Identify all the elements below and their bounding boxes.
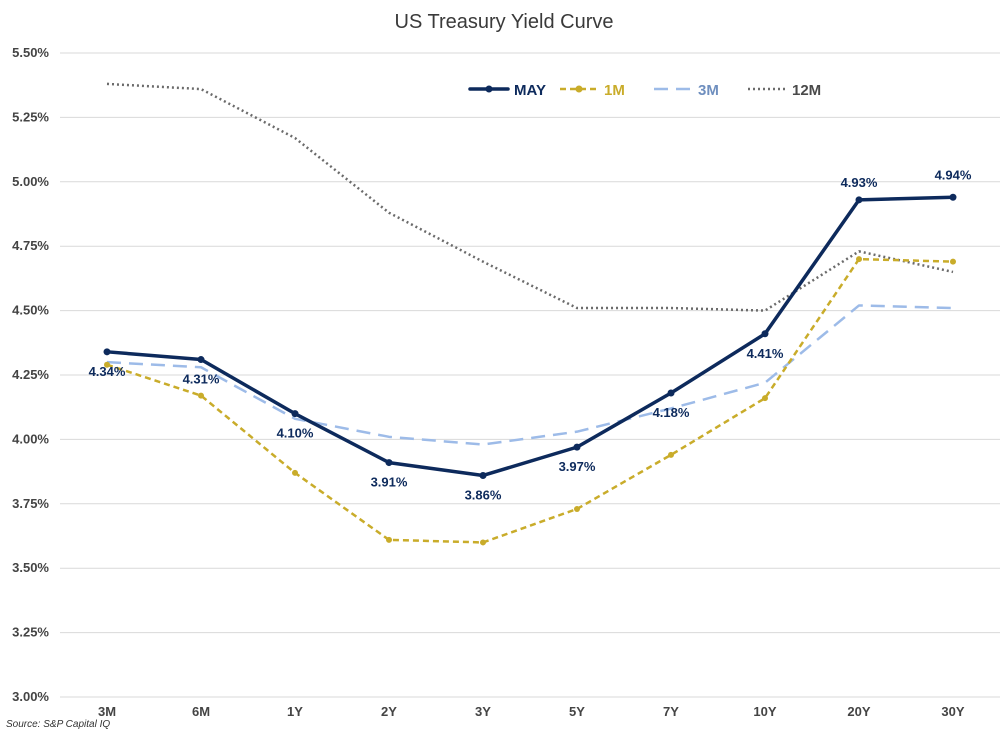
x-tick-label: 10Y — [753, 704, 776, 719]
series-line-may — [105, 195, 955, 478]
x-tick-label: 1Y — [287, 704, 303, 719]
y-tick-label: 5.25% — [12, 109, 49, 124]
y-tick-label: 5.50% — [12, 45, 49, 60]
y-tick-label: 3.50% — [12, 560, 49, 575]
chart-title: US Treasury Yield Curve — [395, 11, 614, 33]
data-point-may — [103, 348, 111, 356]
data-label: 4.93% — [841, 175, 878, 190]
x-tick-label: 3M — [98, 704, 116, 719]
data-point-may — [761, 330, 769, 338]
data-point-1m — [104, 361, 110, 368]
y-tick-label: 3.25% — [12, 625, 49, 640]
x-tick-label: 2Y — [381, 704, 397, 719]
data-point-1m — [480, 539, 486, 546]
y-tick-label: 4.75% — [12, 238, 49, 253]
data-labels: 4.34% 4.31% 4.10% 3.91% 3.86% 3.97% 4.18% 4.41%… — [89, 167, 972, 502]
data-point-1m — [198, 392, 204, 399]
data-point-may — [479, 471, 487, 479]
data-point-1m — [668, 451, 674, 458]
data-point-may — [573, 443, 581, 451]
legend-label-may: MAY — [514, 82, 546, 99]
data-point-1m — [950, 258, 956, 265]
series-line-12m — [106, 82, 954, 312]
x-tick-label: 7Y — [663, 704, 679, 719]
y-tick-label: 4.00% — [12, 431, 49, 446]
data-point-1m — [856, 256, 862, 263]
y-tick-label: 5.00% — [12, 174, 49, 189]
data-point-may — [385, 459, 393, 467]
data-label: 4.34% — [89, 364, 126, 379]
x-tick-label: 30Y — [941, 704, 964, 719]
data-label: 3.86% — [465, 487, 502, 502]
data-label: 4.10% — [277, 426, 314, 441]
data-point-1m — [762, 395, 768, 402]
data-point-1m — [574, 505, 580, 512]
y-tick-label: 3.00% — [12, 689, 49, 704]
data-label: 4.41% — [747, 346, 784, 361]
y-tick-label: 4.25% — [12, 367, 49, 382]
data-point-1m — [386, 536, 392, 543]
legend-label-1m: 1M — [604, 82, 625, 99]
x-tick-label: 20Y — [847, 704, 870, 719]
legend-marker-may — [485, 85, 493, 93]
data-point-may — [667, 389, 675, 397]
data-point-1m — [292, 469, 298, 476]
legend-label-12m: 12M — [792, 82, 821, 99]
x-tick-label: 6M — [192, 704, 210, 719]
legend-label-3m: 3M — [698, 82, 719, 99]
data-label: 4.18% — [653, 405, 690, 420]
data-label: 4.31% — [183, 372, 220, 387]
data-point-may — [197, 356, 205, 364]
legend: MAY 1M 3M 12M — [468, 82, 821, 99]
series-lines — [103, 82, 957, 546]
data-point-may — [949, 193, 957, 201]
data-label: 3.97% — [559, 459, 596, 474]
y-axis-ticks: 3.00% 3.25% 3.50% 3.75% 4.00% 4.25% 4.50% 4.75%… — [12, 45, 49, 704]
source-note: Source: S&P Capital IQ — [6, 719, 110, 730]
series-line-1m — [106, 257, 954, 544]
y-tick-label: 4.50% — [12, 303, 49, 318]
y-tick-label: 3.75% — [12, 496, 49, 511]
x-tick-label: 5Y — [569, 704, 585, 719]
data-label: 3.91% — [371, 475, 408, 490]
x-tick-label: 3Y — [475, 704, 491, 719]
data-point-may — [855, 196, 863, 204]
data-point-may — [291, 410, 299, 418]
data-label: 4.94% — [935, 167, 972, 182]
legend-marker-1m — [575, 85, 583, 93]
x-axis-ticks: 3M 6M 1Y 2Y 3Y 5Y 7Y 10Y 20Y 30Y — [98, 704, 965, 719]
